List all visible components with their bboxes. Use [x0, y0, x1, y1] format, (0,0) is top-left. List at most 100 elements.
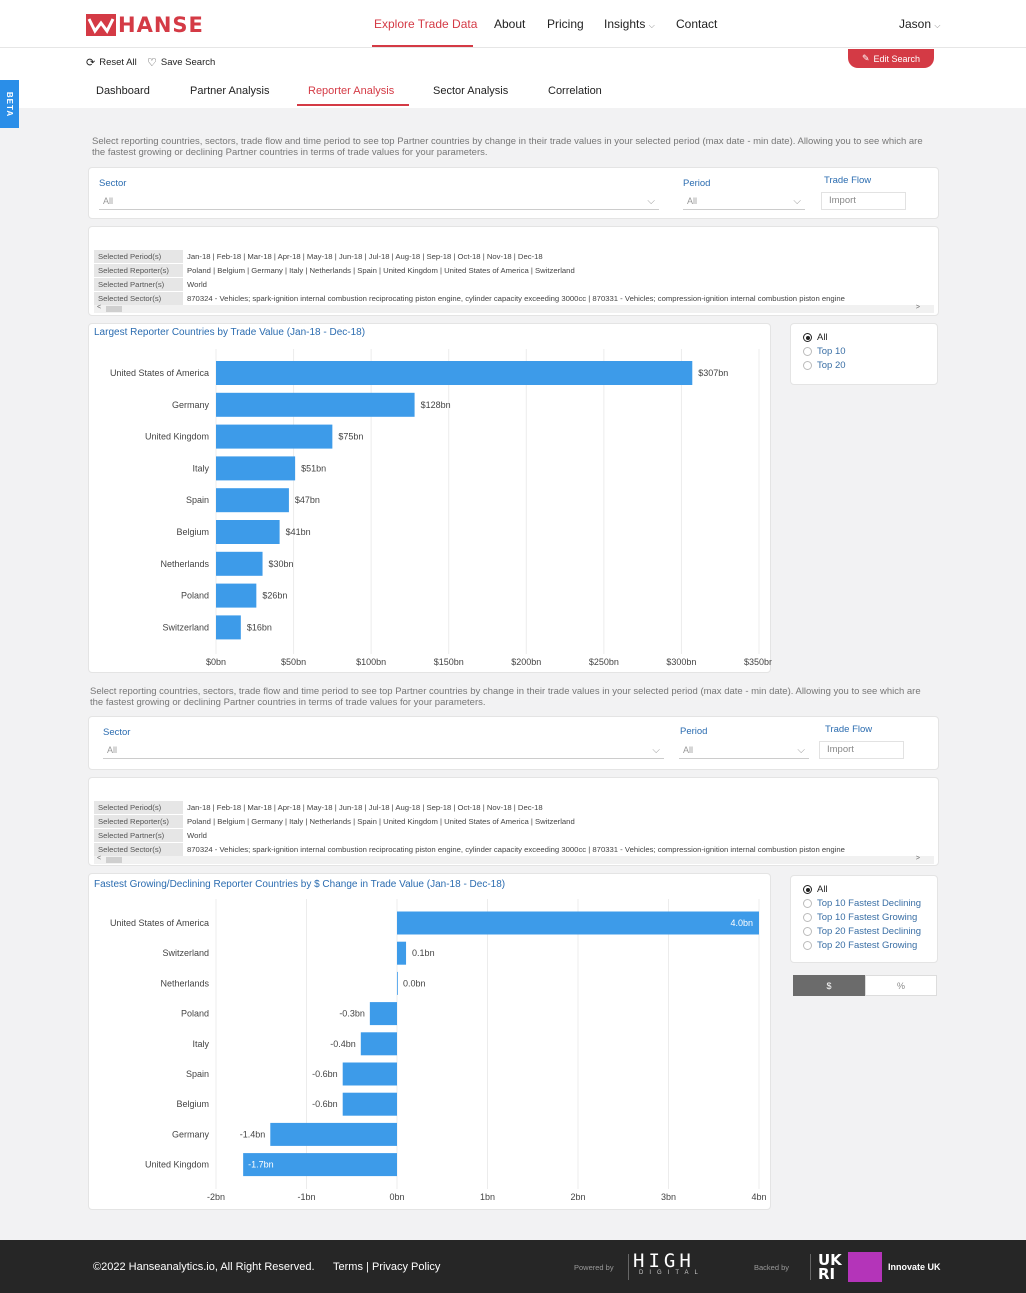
category-label: Italy [192, 463, 209, 473]
bar [397, 941, 407, 965]
chevron-down-icon: ⌵ [648, 21, 655, 30]
terms-link[interactable]: Terms [333, 1261, 363, 1273]
scrollbar-thumb[interactable] [106, 306, 122, 312]
chart2-svg: -2bn -1bn 0bn 1bn 2bn 3bn 4bn United States of … [110, 899, 767, 1202]
selected-reporters-row: Selected Reporter(s) Poland | Belgium | G… [94, 814, 575, 828]
bar [369, 1002, 397, 1026]
tab-sector-analysis[interactable]: Sector Analysis [433, 85, 509, 97]
ukri-logo-text: UK RI [818, 1251, 842, 1283]
beta-label: BETA [5, 91, 14, 117]
data-label: $51bn [301, 463, 326, 473]
high-digital-logo[interactable]: HIGH DIGITAL [633, 1252, 704, 1277]
digital-logo-text: DIGITAL [639, 1270, 704, 1276]
nav-contact[interactable]: Contact [676, 17, 718, 31]
user-menu[interactable]: Jason ⌵ [899, 17, 940, 31]
privacy-link[interactable]: Privacy Policy [371, 1261, 441, 1273]
powered-by-label: Powered by [574, 1263, 614, 1272]
bar [216, 551, 263, 576]
x-tick-label: $100bn [356, 657, 386, 667]
data-label: $26bn [262, 591, 287, 601]
category-label: United Kingdom [145, 1160, 209, 1170]
hanse-logo[interactable]: HANSE [86, 13, 204, 37]
radio-top-10-fastest-growing[interactable]: Top 10 Fastest Growing [803, 912, 917, 923]
nav-explore-trade-data[interactable]: Explore Trade Data [374, 17, 478, 31]
period-select[interactable]: All ⌵ [683, 196, 805, 210]
radio-top-20[interactable]: Top 20 [803, 360, 846, 371]
horizontal-scrollbar[interactable]: < > [94, 855, 934, 864]
category-label: Belgium [176, 1099, 209, 1109]
edit-search-label: Edit Search [873, 53, 921, 64]
tab-partner-analysis[interactable]: Partner Analysis [190, 85, 270, 97]
tab-reporter-analysis[interactable]: Reporter Analysis [308, 85, 395, 97]
radio-top-10[interactable]: Top 10 [803, 346, 846, 357]
footer-links: Terms | Privacy Policy [333, 1261, 441, 1273]
category-label: Poland [181, 591, 209, 601]
trade-flow-input[interactable]: Import [821, 192, 906, 210]
data-label: 0.1bn [412, 948, 435, 958]
category-label: Germany [172, 400, 210, 410]
trade-flow-input[interactable]: Import [819, 741, 904, 759]
bar [360, 1032, 397, 1056]
tab-dashboard[interactable]: Dashboard [96, 85, 150, 97]
scrollbar-thumb[interactable] [106, 857, 122, 863]
chart2-options-card: All Top 10 Fastest Declining Top 10 Fast… [790, 875, 938, 963]
save-search-button[interactable]: ♡ Save Search [147, 56, 215, 69]
data-label: 4.0bn [730, 918, 753, 928]
trade-flow-label: Trade Flow [825, 724, 873, 735]
selected-periods-key: Selected Period(s) [94, 249, 183, 263]
horizontal-scrollbar[interactable]: < > [94, 304, 934, 313]
radio-top-20-label: Top 20 [817, 360, 846, 371]
radio-top-10-fastest-declining[interactable]: Top 10 Fastest Declining [803, 898, 921, 909]
radio-dot [803, 347, 812, 356]
category-label: United Kingdom [145, 432, 209, 442]
innovate-uk-logo[interactable]: UK RI Innovate UK [818, 1252, 941, 1282]
data-label: -1.7bn [248, 1160, 274, 1170]
toggle-percent[interactable]: % [865, 975, 937, 996]
radio-all[interactable]: All [803, 332, 828, 343]
bar [216, 392, 415, 417]
divider [810, 1254, 811, 1280]
x-tick-label: $50bn [281, 657, 306, 667]
x-tick-label: $150bn [434, 657, 464, 667]
reset-all-button[interactable]: ⟳ Reset All [86, 56, 137, 69]
selection-summary: Selected Period(s) Jan-18 | Feb-18 | Mar-… [94, 249, 934, 309]
selected-periods-key: Selected Period(s) [94, 800, 183, 814]
filter-card-2: Sector All ⌵ Period All ⌵ Trade Flow Imp… [88, 716, 939, 770]
scroll-right-icon: > [915, 855, 920, 862]
data-label: $41bn [286, 527, 311, 537]
period-select-value: All [683, 745, 694, 755]
divider [628, 1254, 629, 1280]
tab-correlation[interactable]: Correlation [548, 85, 602, 97]
category-label: Spain [186, 1069, 209, 1079]
beta-tab[interactable]: BETA [0, 80, 19, 128]
radio-all[interactable]: All [803, 884, 828, 895]
category-label: Netherlands [160, 978, 209, 988]
selected-reporters-key: Selected Reporter(s) [94, 814, 183, 828]
save-search-label: Save Search [160, 57, 216, 68]
data-label: -0.6bn [312, 1069, 338, 1079]
reset-all-label: Reset All [99, 57, 137, 68]
selected-sectors-row: Selected Sector(s) 870324 - Vehicles; spa… [94, 842, 934, 856]
data-label: -0.3bn [339, 1009, 365, 1019]
selected-partners-value: World [187, 279, 207, 289]
period-select[interactable]: All ⌵ [679, 745, 809, 759]
data-label: -1.4bn [240, 1129, 266, 1139]
category-label: Switzerland [162, 948, 209, 958]
sector-select[interactable]: All ⌵ [99, 196, 659, 210]
nav-about[interactable]: About [494, 17, 526, 31]
unit-toggle: $ % [793, 975, 937, 996]
edit-search-button[interactable]: ✎ Edit Search [848, 49, 934, 68]
nav-insights[interactable]: Insights ⌵ [604, 17, 655, 31]
radio-top-20-fastest-growing[interactable]: Top 20 Fastest Growing [803, 940, 917, 951]
sector-select[interactable]: All ⌵ [103, 745, 664, 759]
toggle-dollar[interactable]: $ [793, 975, 865, 996]
radio-dot [803, 899, 812, 908]
nav-pricing[interactable]: Pricing [547, 17, 584, 31]
radio-label: Top 20 Fastest Declining [817, 926, 922, 937]
radio-label: Top 20 Fastest Growing [817, 940, 918, 951]
radio-top-20-fastest-declining[interactable]: Top 20 Fastest Declining [803, 926, 921, 937]
data-label: $128bn [421, 400, 451, 410]
category-label: Switzerland [162, 622, 209, 632]
chevron-down-icon: ⌵ [797, 745, 805, 756]
section-description-2: Select reporting countries, sectors, tra… [90, 686, 921, 708]
